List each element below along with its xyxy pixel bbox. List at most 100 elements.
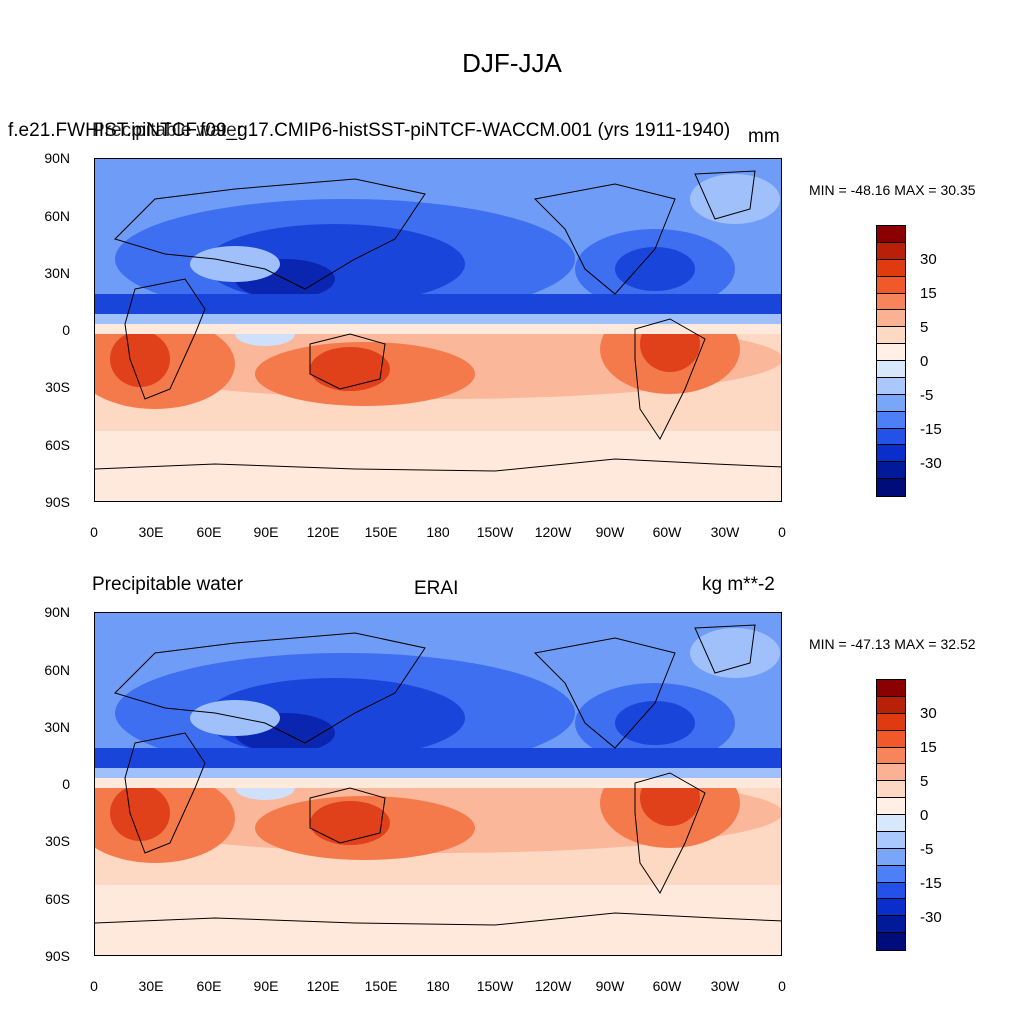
colorbar-swatch bbox=[877, 899, 905, 917]
lon-tick-label: 120W bbox=[534, 978, 572, 994]
colorbar-swatch bbox=[877, 865, 905, 883]
lat-tick-label: 90S bbox=[45, 494, 70, 510]
colorbar-label: -5 bbox=[920, 387, 934, 404]
coastline bbox=[533, 183, 676, 295]
panel-center-title: f.e21.FWHIST.piNTCF.f09_g17.CMIP6-histSS… bbox=[8, 120, 731, 141]
colorbar-swatch bbox=[877, 696, 905, 714]
lon-tick-label: 60W bbox=[652, 524, 682, 540]
colorbar-swatch bbox=[877, 730, 905, 748]
lon-tick-label: 60W bbox=[652, 978, 682, 994]
lat-tick-label: 30N bbox=[44, 265, 70, 281]
lat-tick-label: 90S bbox=[45, 948, 70, 964]
lat-tick-label: 60S bbox=[45, 437, 70, 453]
contour-region bbox=[95, 778, 781, 788]
colorbar-label: 15 bbox=[920, 739, 937, 756]
colorbar-swatch bbox=[877, 344, 905, 361]
map-panel-bottom: Precipitable water ERAI kg m**-2 90N 60N… bbox=[0, 566, 1024, 1026]
lon-tick-label: 120W bbox=[534, 524, 572, 540]
colorbar-swatch bbox=[877, 276, 905, 294]
coastline bbox=[309, 333, 386, 390]
colorbar-label: 30 bbox=[920, 251, 937, 268]
contour-region bbox=[95, 294, 781, 316]
colorbar-swatch bbox=[877, 327, 905, 345]
lat-tick-label: 90N bbox=[44, 604, 70, 620]
colorbar-label: -5 bbox=[920, 841, 934, 858]
colorbar-swatch bbox=[877, 462, 905, 480]
min-max-label: MIN = -47.13 MAX = 32.52 bbox=[809, 636, 976, 652]
precipitable-water-difference-map bbox=[95, 613, 781, 955]
colorbar-swatch bbox=[877, 226, 905, 243]
colorbar-swatch bbox=[877, 445, 905, 463]
colorbar-label: -15 bbox=[920, 421, 942, 438]
lat-tick-label: 0 bbox=[62, 322, 70, 338]
contour-region bbox=[95, 748, 781, 770]
lon-tick-label: 180 bbox=[426, 524, 450, 540]
colorbar-swatch bbox=[877, 242, 905, 260]
colorbar-swatch bbox=[877, 916, 905, 934]
lon-tick-label: 90E bbox=[253, 524, 279, 540]
contour-map bbox=[94, 612, 782, 956]
lon-tick-label: 30W bbox=[710, 524, 740, 540]
contour-region bbox=[615, 701, 695, 745]
colorbar-swatch bbox=[877, 831, 905, 849]
colorbar-label: 5 bbox=[920, 319, 929, 336]
lon-tick-label: 90E bbox=[253, 978, 279, 994]
contour-map bbox=[94, 158, 782, 502]
colorbar-label: -15 bbox=[920, 875, 942, 892]
contour-region bbox=[690, 628, 780, 678]
contour-region bbox=[190, 246, 280, 282]
colorbar-label: -30 bbox=[920, 455, 942, 472]
panel-units: mm bbox=[748, 126, 780, 147]
contour-region bbox=[110, 785, 170, 841]
lat-tick-label: 60S bbox=[45, 891, 70, 907]
lon-tick-label: 0 bbox=[90, 524, 98, 540]
colorbar-swatch bbox=[877, 361, 905, 378]
lon-tick-label: 0 bbox=[90, 978, 98, 994]
lon-tick-label: 30W bbox=[710, 978, 740, 994]
contour-region bbox=[310, 347, 390, 391]
lon-tick-label: 120E bbox=[306, 524, 340, 540]
lon-tick-label: 0 bbox=[778, 524, 786, 540]
colorbar-label: 15 bbox=[920, 285, 937, 302]
lon-tick-label: 150E bbox=[364, 524, 398, 540]
figure-title: DJF-JJA bbox=[462, 48, 562, 78]
lon-tick-label: 90W bbox=[595, 978, 625, 994]
lon-tick-label: 150E bbox=[364, 978, 398, 994]
lat-tick-label: 30S bbox=[45, 379, 70, 395]
coastline bbox=[124, 732, 206, 854]
lon-tick-label: 30E bbox=[138, 978, 164, 994]
coastline bbox=[124, 278, 206, 400]
panel-center-title: ERAI bbox=[414, 578, 459, 599]
contour-region bbox=[95, 324, 781, 334]
colorbar-swatch bbox=[877, 933, 905, 950]
contour-region bbox=[690, 174, 780, 224]
coastline bbox=[114, 178, 426, 290]
colorbar-swatch bbox=[877, 293, 905, 311]
lon-tick-label: 120E bbox=[306, 978, 340, 994]
colorbar-swatch bbox=[877, 428, 905, 446]
precipitable-water-difference-map bbox=[95, 159, 781, 501]
colorbar-label: 30 bbox=[920, 705, 937, 722]
lat-tick-label: 30N bbox=[44, 719, 70, 735]
colorbar-swatch bbox=[877, 680, 905, 697]
lon-tick-label: 150W bbox=[476, 978, 514, 994]
contour-region bbox=[615, 247, 695, 291]
lon-tick-label: 90W bbox=[595, 524, 625, 540]
lon-tick-label: 150W bbox=[476, 524, 514, 540]
colorbar-label: 0 bbox=[920, 807, 929, 824]
contour-region bbox=[190, 700, 280, 736]
map-panel-top: f.e21.FWHIST.piNTCF.f09_g17.CMIP6-histSS… bbox=[0, 112, 1024, 572]
contour-region bbox=[110, 331, 170, 387]
colorbar-label: 0 bbox=[920, 353, 929, 370]
colorbar-swatch bbox=[877, 764, 905, 782]
colorbar-swatch bbox=[877, 479, 905, 496]
panel-left-title: Precipitable water bbox=[92, 120, 244, 141]
contour-region bbox=[310, 801, 390, 845]
coastline bbox=[634, 318, 706, 440]
colorbar-swatch bbox=[877, 713, 905, 731]
lat-tick-label: 60N bbox=[44, 662, 70, 678]
colorbar-swatch bbox=[877, 798, 905, 815]
coastline bbox=[634, 772, 706, 894]
lat-tick-label: 0 bbox=[62, 776, 70, 792]
colorbar-swatch bbox=[877, 310, 905, 328]
